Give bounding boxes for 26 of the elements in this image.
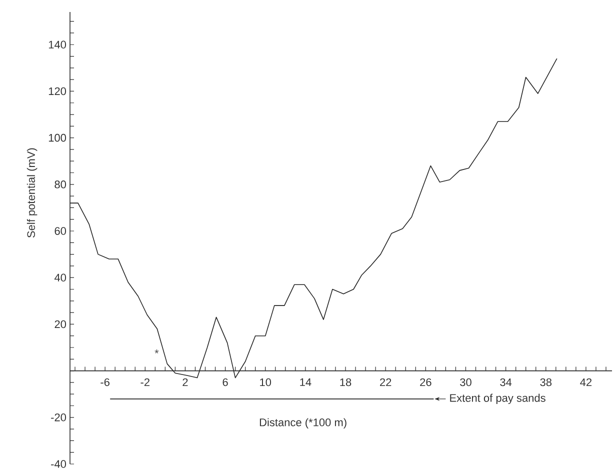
x-tick-label: 2 xyxy=(182,378,188,386)
x-tick-label: 34 xyxy=(500,378,512,386)
x-tick-label: 30 xyxy=(460,378,472,386)
y-tick-label: 140 xyxy=(48,40,66,49)
y-tick-label: 20 xyxy=(54,320,66,328)
x-tick-label: -2 xyxy=(140,378,150,386)
y-tick-label: -40 xyxy=(51,460,66,468)
y-tick-label: 40 xyxy=(54,274,66,282)
x-tick-label: 26 xyxy=(420,378,432,386)
x-tick-label: 14 xyxy=(300,378,312,386)
y-tick-label: 120 xyxy=(48,87,66,96)
y-axis-title: Self potential (mV) xyxy=(26,148,38,238)
x-tick-label: 10 xyxy=(260,378,272,386)
x-tick-label: -6 xyxy=(100,378,110,386)
x-axis-title: Distance (*100 m) xyxy=(260,418,346,428)
y-tick-label: -20 xyxy=(51,414,66,422)
y-tick-label: 100 xyxy=(48,134,66,142)
x-tick-label: 18 xyxy=(340,378,352,386)
x-tick-label: 42 xyxy=(580,378,592,386)
y-tick-label: 80 xyxy=(54,180,66,188)
x-tick-label: 38 xyxy=(540,378,552,386)
y-tick-label: 60 xyxy=(54,227,66,235)
x-tick-label: 6 xyxy=(222,378,228,386)
annotation: * xyxy=(154,349,159,354)
annotation: Extent of pay sands xyxy=(450,394,546,404)
x-tick-label: 22 xyxy=(380,378,392,386)
